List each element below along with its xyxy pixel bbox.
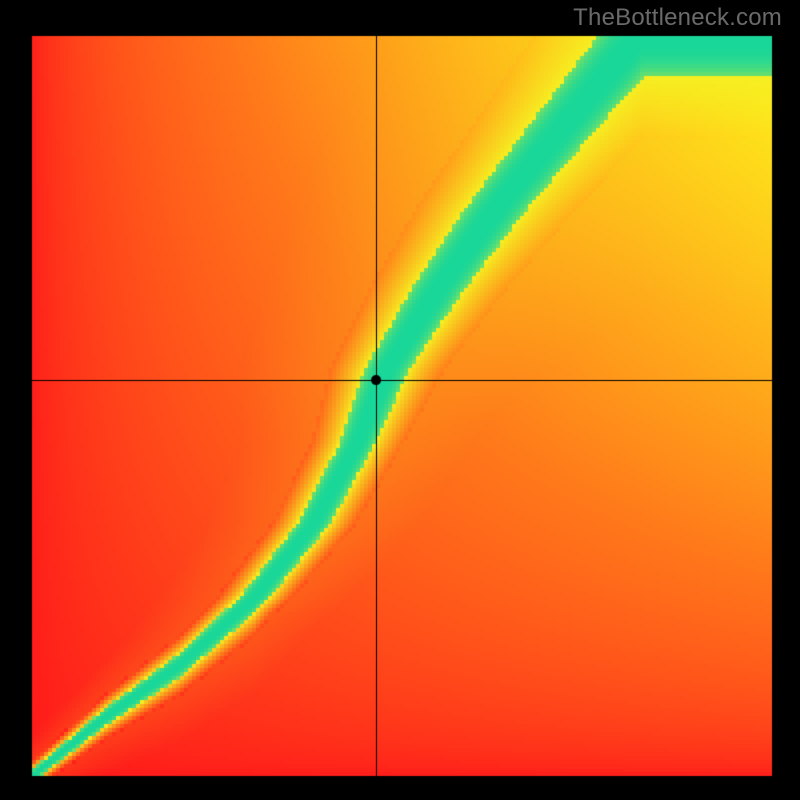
watermark-text: TheBottleneck.com <box>573 4 782 32</box>
heatmap-canvas <box>0 0 800 800</box>
chart-container: TheBottleneck.com <box>0 0 800 800</box>
